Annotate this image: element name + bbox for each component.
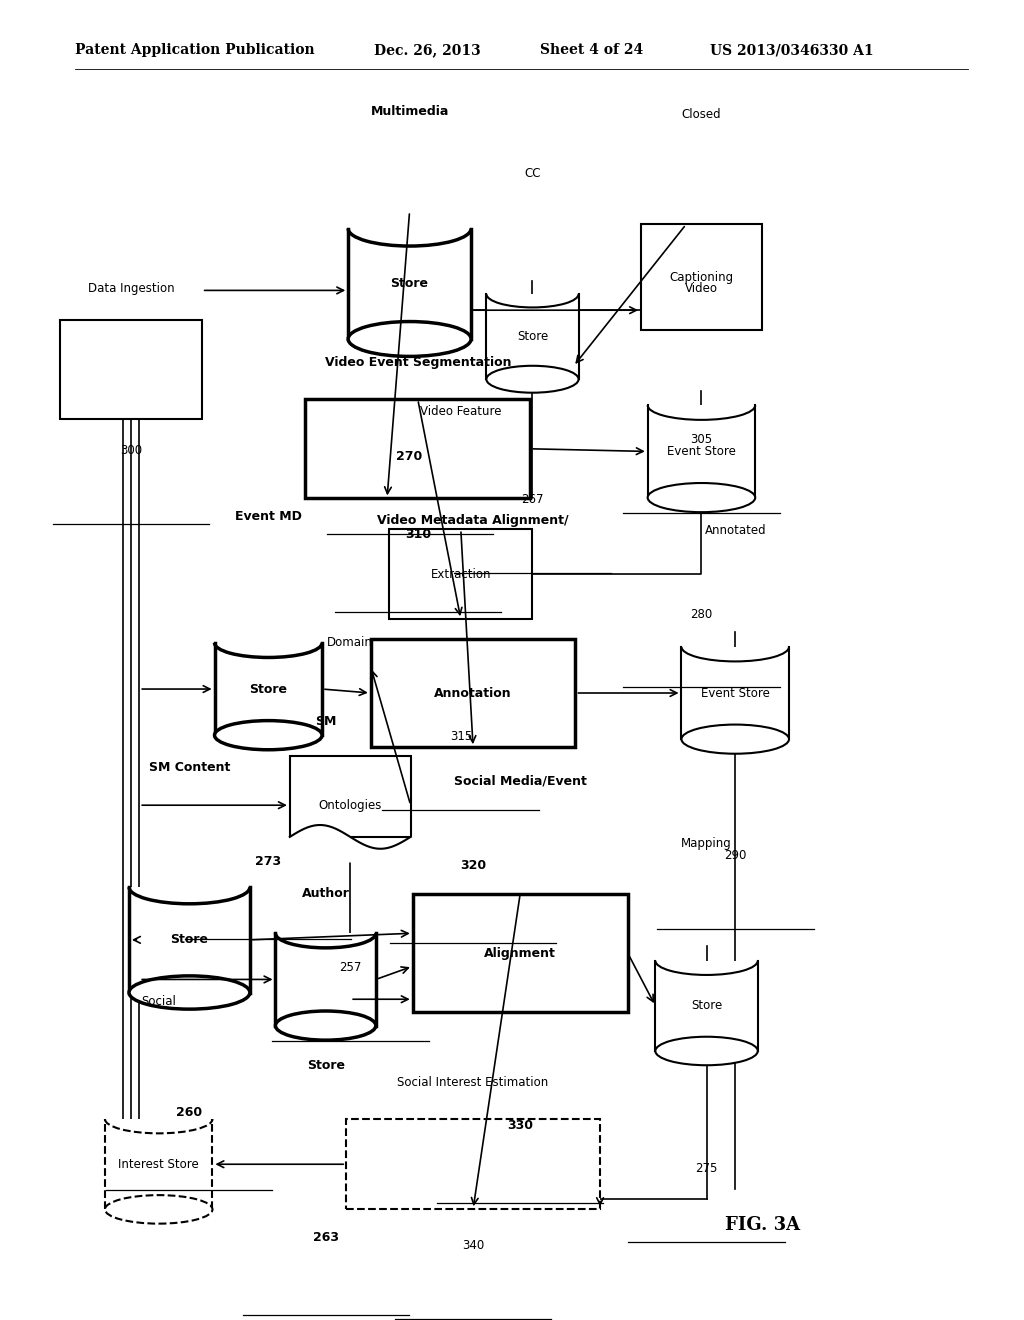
Bar <box>346 1119 600 1209</box>
Ellipse shape <box>105 1195 213 1224</box>
Text: 305: 305 <box>690 433 713 446</box>
Polygon shape <box>275 933 376 1026</box>
Text: Alignment: Alignment <box>484 946 556 960</box>
Text: 267: 267 <box>521 492 544 506</box>
Text: 273: 273 <box>255 855 282 867</box>
Ellipse shape <box>648 483 756 512</box>
Text: Annotation: Annotation <box>434 686 512 700</box>
Ellipse shape <box>655 1036 758 1065</box>
Polygon shape <box>105 1119 213 1209</box>
Text: Store: Store <box>390 277 429 290</box>
Text: Captioning: Captioning <box>670 271 733 284</box>
Bar <box>60 321 202 420</box>
Text: Data Ingestion: Data Ingestion <box>88 281 174 294</box>
Text: Social Interest Estimation: Social Interest Estimation <box>397 1076 549 1089</box>
Bar <box>290 755 411 837</box>
Text: FIG. 3A: FIG. 3A <box>725 1216 801 1234</box>
Text: CC: CC <box>524 168 541 181</box>
Text: SM Content: SM Content <box>148 762 230 774</box>
Text: Dec. 26, 2013: Dec. 26, 2013 <box>374 44 480 57</box>
Bar <box>305 399 530 498</box>
Text: Social: Social <box>141 995 176 1008</box>
Text: 310: 310 <box>404 528 431 541</box>
Text: Patent Application Publication: Patent Application Publication <box>75 44 314 57</box>
Bar <box>413 894 628 1012</box>
Text: Closed: Closed <box>682 108 721 121</box>
Text: Multimedia: Multimedia <box>371 106 449 117</box>
Text: Extraction: Extraction <box>430 568 492 581</box>
Ellipse shape <box>275 1011 376 1040</box>
Bar <box>371 639 575 747</box>
Text: US 2013/0346330 A1: US 2013/0346330 A1 <box>710 44 873 57</box>
Text: Mapping: Mapping <box>681 837 732 850</box>
Text: Interest Store: Interest Store <box>119 1158 199 1171</box>
Text: 263: 263 <box>312 1232 339 1245</box>
Text: 257: 257 <box>339 961 361 974</box>
Text: Video Event Segmentation: Video Event Segmentation <box>325 356 511 370</box>
Text: Event MD: Event MD <box>234 511 302 523</box>
Polygon shape <box>655 961 758 1051</box>
Text: Social Media/Event: Social Media/Event <box>454 775 587 787</box>
Text: 270: 270 <box>396 450 423 462</box>
Polygon shape <box>129 887 250 993</box>
Ellipse shape <box>682 725 788 754</box>
Text: Author: Author <box>302 887 349 900</box>
Text: 260: 260 <box>176 1106 203 1118</box>
Text: Annotated: Annotated <box>705 524 766 537</box>
Text: Event Store: Event Store <box>667 445 736 458</box>
Text: 330: 330 <box>507 1119 534 1131</box>
Text: 340: 340 <box>462 1239 484 1253</box>
Polygon shape <box>682 647 788 739</box>
Text: 275: 275 <box>695 1162 718 1175</box>
Bar <box>641 224 762 330</box>
Text: Store: Store <box>170 933 209 946</box>
Polygon shape <box>348 228 471 339</box>
Text: Event Store: Event Store <box>700 686 770 700</box>
Text: 320: 320 <box>460 859 486 871</box>
Text: 315: 315 <box>450 730 472 743</box>
Ellipse shape <box>215 721 322 750</box>
Ellipse shape <box>486 366 579 393</box>
Text: Store: Store <box>306 1059 345 1072</box>
Text: Sheet 4 of 24: Sheet 4 of 24 <box>540 44 643 57</box>
Polygon shape <box>486 294 579 379</box>
Text: Ontologies: Ontologies <box>318 799 382 812</box>
Text: SM: SM <box>315 714 336 727</box>
Text: Store: Store <box>249 682 288 696</box>
Text: Video Metadata Alignment/: Video Metadata Alignment/ <box>377 515 569 527</box>
Text: Store: Store <box>517 330 548 343</box>
Text: Domain: Domain <box>328 636 373 649</box>
Ellipse shape <box>348 322 471 356</box>
Polygon shape <box>648 405 756 498</box>
Text: 300: 300 <box>120 445 142 458</box>
Polygon shape <box>215 643 322 735</box>
Text: Video Feature: Video Feature <box>420 405 502 418</box>
Text: Store: Store <box>691 999 722 1012</box>
Text: 280: 280 <box>690 607 713 620</box>
Ellipse shape <box>129 975 250 1010</box>
Bar <box>389 529 532 619</box>
Text: 290: 290 <box>724 849 746 862</box>
Text: Video: Video <box>685 282 718 296</box>
